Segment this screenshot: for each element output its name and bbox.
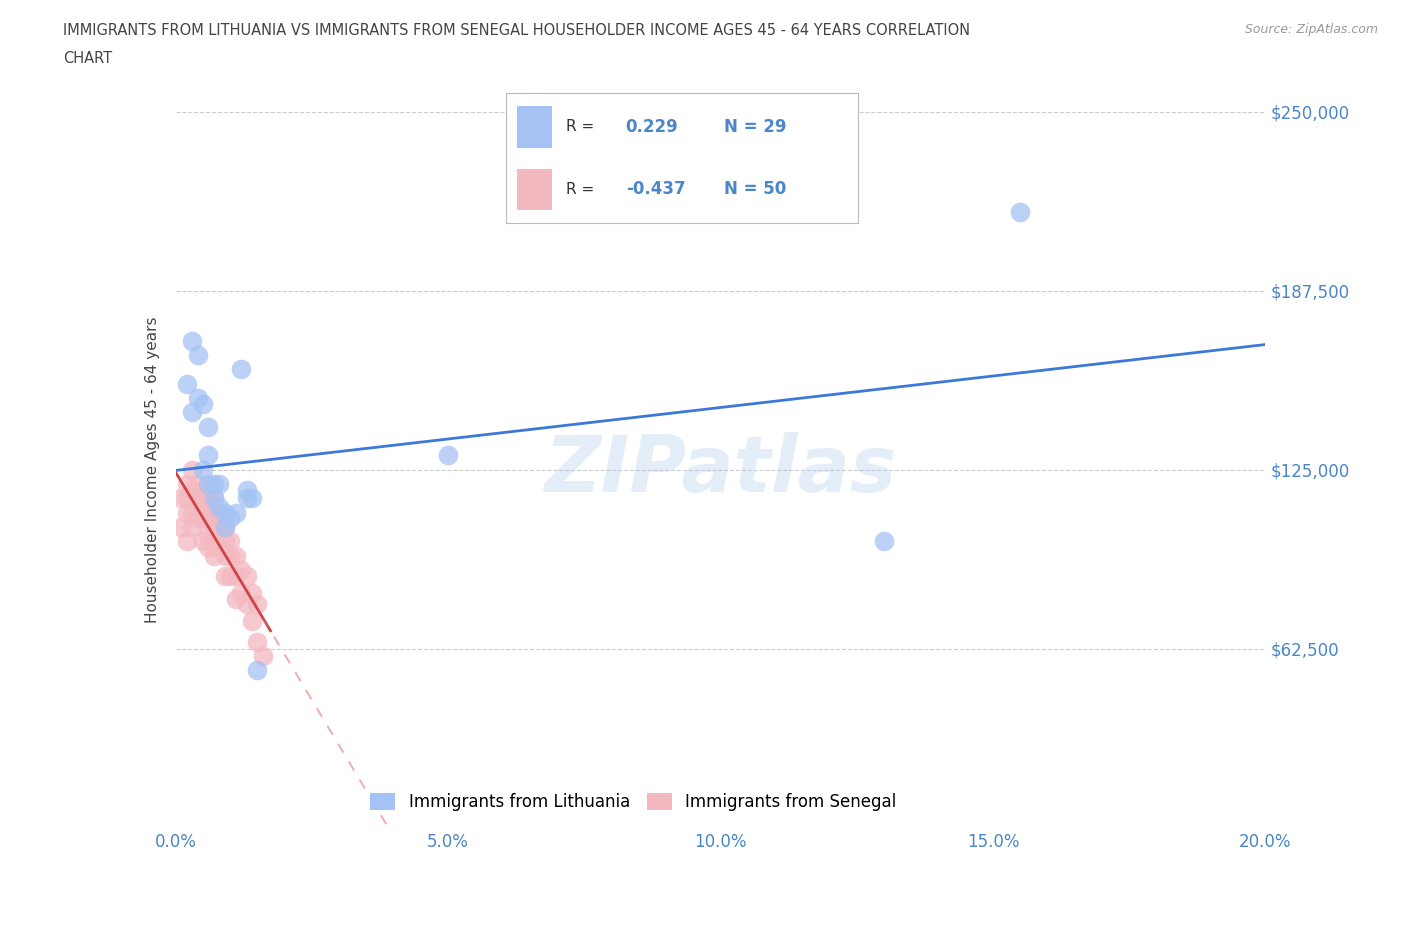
Point <box>219 534 242 549</box>
Point <box>197 525 219 540</box>
Point <box>202 520 225 535</box>
Point <box>225 505 247 520</box>
Point <box>176 534 198 549</box>
Point <box>197 539 219 554</box>
Point <box>219 511 242 525</box>
Y-axis label: Householder Income Ages 45 - 64 years: Householder Income Ages 45 - 64 years <box>145 316 160 623</box>
Text: N = 29: N = 29 <box>724 118 786 136</box>
Legend: Immigrants from Lithuania, Immigrants from Senegal: Immigrants from Lithuania, Immigrants fr… <box>363 785 904 819</box>
Point <box>202 491 225 506</box>
Text: ZIPatlas: ZIPatlas <box>544 432 897 508</box>
Point <box>170 520 193 535</box>
Point <box>181 462 204 477</box>
Point <box>208 499 231 514</box>
Point <box>240 491 263 506</box>
Point <box>231 362 253 377</box>
Point <box>191 499 214 514</box>
Point <box>225 568 247 583</box>
Bar <box>517 168 551 210</box>
Point <box>231 585 253 600</box>
Point <box>235 597 257 612</box>
Text: R =: R = <box>565 182 595 197</box>
Point <box>214 568 236 583</box>
Point <box>214 520 236 535</box>
Point <box>873 534 896 549</box>
Point <box>225 548 247 563</box>
Point <box>186 391 209 405</box>
Point <box>240 614 263 629</box>
Point <box>231 563 253 578</box>
Point <box>214 548 236 563</box>
Text: 0.229: 0.229 <box>626 118 679 136</box>
Point <box>186 476 209 491</box>
Point <box>191 462 214 477</box>
Point <box>176 476 198 491</box>
Point <box>191 491 214 506</box>
Point <box>186 511 209 525</box>
Point <box>252 648 274 663</box>
Point <box>181 505 204 520</box>
Point <box>208 539 231 554</box>
Point <box>197 476 219 491</box>
Point <box>191 511 214 525</box>
Text: R =: R = <box>565 119 595 134</box>
Point <box>235 491 257 506</box>
Point <box>170 491 193 506</box>
Point <box>240 585 263 600</box>
Text: N = 50: N = 50 <box>724 180 786 198</box>
Point <box>235 568 257 583</box>
Point <box>197 419 219 434</box>
Point <box>225 591 247 606</box>
Point <box>181 483 204 498</box>
Point <box>246 597 269 612</box>
Point <box>181 405 204 419</box>
Bar <box>517 106 551 148</box>
Point <box>208 476 231 491</box>
Point <box>197 499 219 514</box>
Point <box>197 491 219 506</box>
Point <box>202 491 225 506</box>
Text: -0.437: -0.437 <box>626 180 685 198</box>
Point <box>202 548 225 563</box>
Point <box>208 520 231 535</box>
Point <box>214 534 236 549</box>
Point <box>437 448 460 463</box>
Point <box>186 348 209 363</box>
Point <box>197 511 219 525</box>
Point <box>181 333 204 348</box>
Point <box>176 505 198 520</box>
Point <box>191 396 214 411</box>
Point <box>246 634 269 649</box>
Point <box>214 505 236 520</box>
Point <box>197 448 219 463</box>
Point <box>202 476 225 491</box>
Text: IMMIGRANTS FROM LITHUANIA VS IMMIGRANTS FROM SENEGAL HOUSEHOLDER INCOME AGES 45 : IMMIGRANTS FROM LITHUANIA VS IMMIGRANTS … <box>63 23 970 38</box>
Point <box>191 534 214 549</box>
Point <box>202 534 225 549</box>
Point <box>208 505 231 520</box>
Point <box>1010 205 1032 219</box>
Point <box>219 548 242 563</box>
Point <box>176 491 198 506</box>
Point <box>219 568 242 583</box>
Point <box>191 483 214 498</box>
Point <box>186 491 209 506</box>
Text: Source: ZipAtlas.com: Source: ZipAtlas.com <box>1244 23 1378 36</box>
Text: CHART: CHART <box>63 51 112 66</box>
Point <box>181 520 204 535</box>
Point <box>176 377 198 392</box>
Point <box>246 663 269 678</box>
Point <box>214 520 236 535</box>
Point <box>202 505 225 520</box>
Point <box>235 483 257 498</box>
